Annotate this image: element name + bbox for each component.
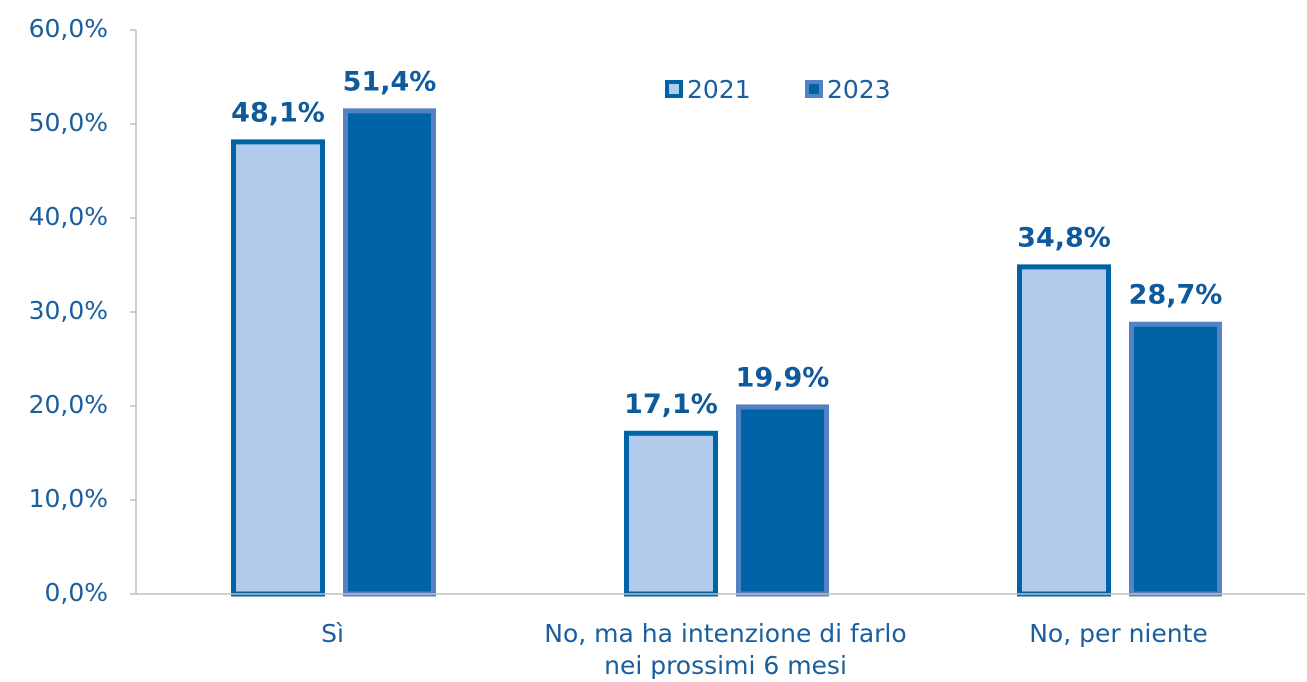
x-tick-label: No, per niente xyxy=(1029,619,1208,648)
data-label: 28,7% xyxy=(1129,280,1223,311)
data-label: 19,9% xyxy=(736,362,830,393)
bar xyxy=(624,430,718,597)
x-tick-label: Sì xyxy=(321,619,344,648)
legend-swatch xyxy=(665,80,683,98)
bar xyxy=(231,139,325,597)
y-tick-label: 60,0% xyxy=(29,14,108,43)
x-tick-label: No, ma ha intenzione di farlo nei prossi… xyxy=(544,619,907,680)
y-tick-label: 0,0% xyxy=(44,578,108,607)
bar xyxy=(1017,264,1111,597)
legend-label: 2023 xyxy=(827,75,891,104)
bar xyxy=(736,404,829,597)
y-tick-label: 40,0% xyxy=(29,202,108,231)
legend-label: 2021 xyxy=(687,75,751,104)
data-label: 17,1% xyxy=(624,389,718,420)
data-label: 48,1% xyxy=(231,97,325,128)
bar xyxy=(343,108,436,597)
legend-swatch xyxy=(805,80,823,98)
y-tick-label: 10,0% xyxy=(29,484,108,513)
y-tick-label: 50,0% xyxy=(29,108,108,137)
data-label: 34,8% xyxy=(1017,222,1111,253)
y-tick-label: 30,0% xyxy=(29,296,108,325)
data-label: 51,4% xyxy=(343,66,437,97)
y-tick-label: 20,0% xyxy=(29,390,108,419)
bar xyxy=(1129,321,1222,597)
